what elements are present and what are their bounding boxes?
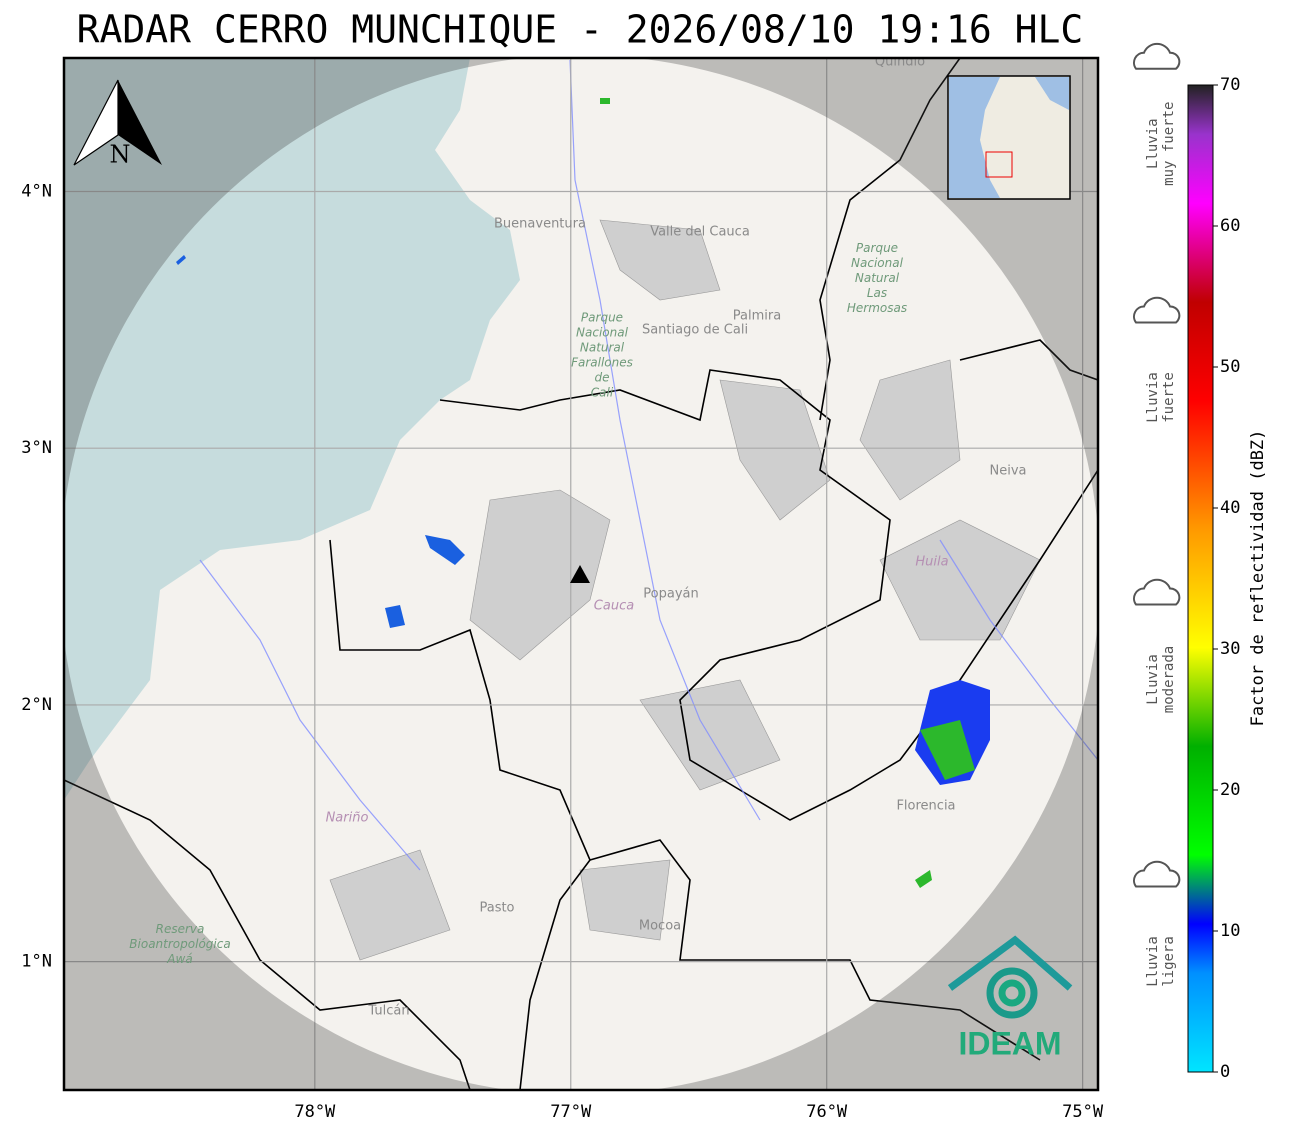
place-label: Valle del Cauca	[650, 225, 750, 240]
place-label: Tulcán	[367, 1004, 409, 1019]
rain-level-label: fuerte	[1161, 372, 1177, 423]
rain-level: Lluvia fuerte	[1133, 296, 1181, 423]
x-tick-label: 77°W	[550, 1102, 592, 1122]
colorbar-tick-label: 50	[1220, 357, 1240, 377]
borders	[64, 58, 1098, 1090]
rain-level-label: Lluvia	[1145, 118, 1161, 169]
rain-level-label: moderada	[1161, 646, 1177, 713]
colorbar-tick-label: 0	[1220, 1062, 1230, 1082]
colorbar-label: Factor de reflectividad (dBZ)	[1248, 430, 1268, 727]
place-label: Quindío	[875, 55, 925, 70]
place-label: Pasto	[479, 901, 514, 916]
colorbar-tick-label: 60	[1220, 216, 1240, 236]
rivers	[199, 59, 1098, 871]
rain-level-label: ligera	[1161, 936, 1177, 987]
x-tick-label: 75°W	[1062, 1102, 1104, 1122]
colorbar-tick-label: 70	[1220, 75, 1240, 95]
cloud-icon	[1133, 578, 1181, 606]
x-tick-label: 78°W	[294, 1102, 336, 1122]
y-tick-label: 2°N	[21, 695, 52, 715]
colorbar	[1187, 84, 1214, 1073]
colorbar-tick-label: 30	[1220, 639, 1240, 659]
radar-echoes	[176, 98, 990, 888]
rain-level: Lluvia ligera	[1133, 860, 1181, 987]
rain-level-label: Lluvia	[1145, 654, 1161, 705]
north-label: N	[110, 141, 131, 169]
grid	[64, 58, 1098, 1090]
rain-level: Lluvia moderada	[1133, 578, 1181, 713]
radar-site	[570, 565, 590, 583]
y-tick-label: 3°N	[21, 438, 52, 458]
place-label: Buenaventura	[494, 217, 586, 232]
cloud-icon	[1133, 296, 1181, 324]
north-arrow	[73, 79, 162, 166]
map-frame	[62, 56, 1100, 1092]
place-label: Florencia	[896, 799, 955, 814]
place-label: Palmira	[733, 309, 781, 324]
inset-map	[947, 75, 1071, 200]
y-tick-label: 4°N	[21, 181, 52, 201]
map: Buenaventura Valle del Cauca Santiago de…	[64, 55, 1098, 1090]
relief-areas	[329, 219, 1041, 961]
department-label: Cauca	[594, 599, 634, 614]
place-label: Mocoa	[639, 919, 681, 934]
park-label: Parque Nacional Natural Las Hermosas	[847, 241, 907, 315]
logo-text: IDEAM	[958, 1025, 1061, 1061]
cloud-icon	[1133, 860, 1181, 888]
x-tick-label: 76°W	[806, 1102, 848, 1122]
title: RADAR CERRO MUNCHIQUE - 2026/08/10 19:16…	[77, 8, 1084, 52]
rain-level: Lluvia muy fuerte	[1133, 42, 1181, 186]
place-label: Popayán	[643, 587, 698, 602]
colorbar-tick-label: 10	[1220, 921, 1240, 941]
y-tick-label: 1°N	[21, 952, 52, 972]
department-label: Huila	[915, 555, 948, 570]
park-label: Parque Nacional Natural Farallones de Cali	[571, 310, 633, 399]
colorbar-tick-label: 20	[1220, 780, 1240, 800]
place-label: Neiva	[990, 464, 1027, 479]
park-label: Reserva Bioantropológica Awá	[129, 922, 230, 966]
cloud-icon	[1133, 42, 1181, 70]
ideam-logo	[947, 935, 1073, 1019]
department-label: Nariño	[326, 811, 369, 826]
place-label: Santiago de Cali	[642, 323, 748, 338]
rain-level-label: muy fuerte	[1161, 102, 1177, 186]
rain-level-label: Lluvia	[1145, 936, 1161, 987]
rain-level-label: Lluvia	[1145, 372, 1161, 423]
colorbar-tick-label: 40	[1220, 498, 1240, 518]
